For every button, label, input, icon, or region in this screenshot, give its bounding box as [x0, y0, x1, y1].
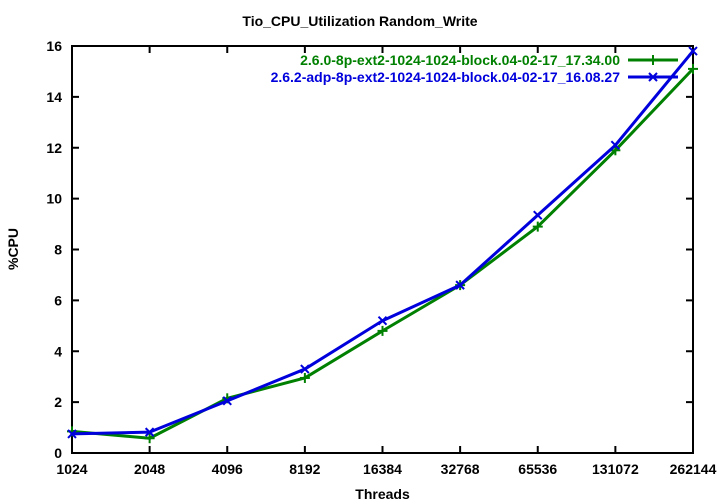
x-tick-label: 32768 [441, 461, 480, 477]
legend-label-1: 2.6.2-adp-8p-ext2-1024-1024-block.04-02-… [271, 69, 621, 85]
series-marker-1 [533, 210, 543, 220]
y-tick-label: 0 [54, 445, 62, 461]
series-marker-1 [144, 427, 155, 437]
x-tick-label: 2048 [134, 461, 165, 477]
x-tick-label: 16384 [363, 461, 402, 477]
legend-marker-1 [648, 72, 658, 82]
x-tick-label: 131072 [592, 461, 639, 477]
y-tick-label: 10 [46, 191, 62, 207]
y-tick-label: 12 [46, 140, 62, 156]
x-axis-label: Threads [355, 486, 410, 502]
chart-title: Tio_CPU_Utilization Random_Write [242, 13, 478, 29]
y-tick-label: 6 [54, 292, 62, 308]
x-tick-label: 4096 [212, 461, 243, 477]
x-tick-label: 8192 [289, 461, 320, 477]
y-axis-label: %CPU [5, 227, 21, 271]
y-tick-label: 14 [46, 89, 62, 105]
plot-frame [71, 45, 694, 454]
y-tick-label: 4 [54, 343, 62, 359]
series-marker-1 [67, 429, 77, 439]
x-tick-label: 262144 [670, 461, 717, 477]
series-marker-1 [300, 364, 310, 374]
x-tick-label: 1024 [56, 461, 87, 477]
series-marker-1 [610, 140, 621, 150]
series-marker-1 [377, 316, 388, 326]
series-marker-1 [455, 280, 465, 290]
series-marker-1 [688, 46, 698, 56]
series-line-0 [71, 67, 695, 440]
y-tick-label: 2 [54, 394, 62, 410]
y-tick-label: 8 [54, 242, 62, 258]
legend-label-0: 2.6.0-8p-ext2-1024-1024-block.04-02-17_1… [300, 52, 620, 68]
y-tick-label: 16 [46, 38, 62, 54]
series-marker-1 [222, 396, 232, 406]
series-line-1 [71, 50, 695, 436]
x-tick-label: 65536 [518, 461, 557, 477]
